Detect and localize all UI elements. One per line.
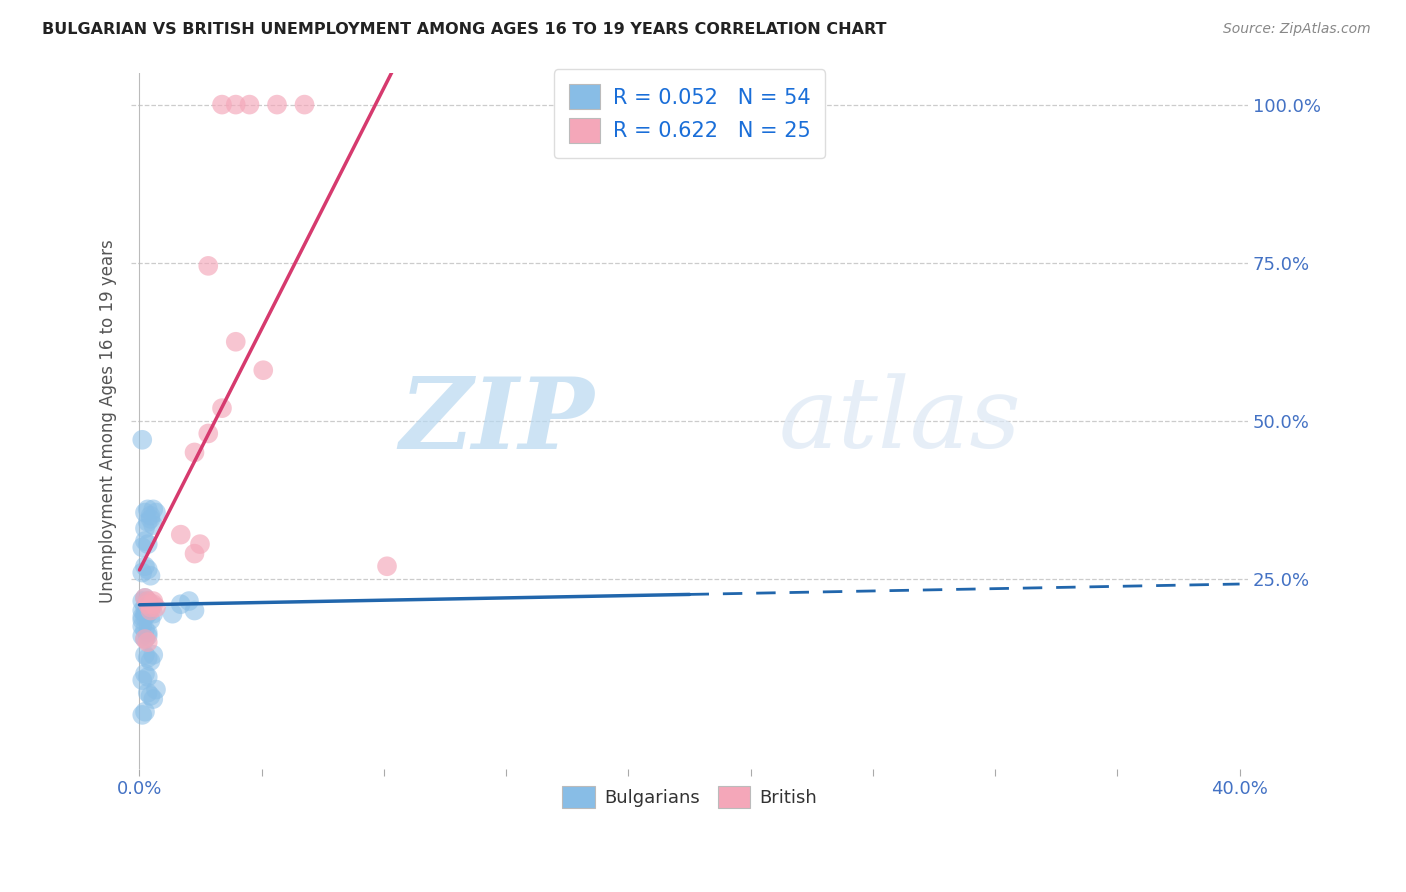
- Point: [131, 619, 153, 633]
- Point: [134, 521, 156, 535]
- Point: [183, 445, 205, 459]
- Point: [136, 603, 159, 617]
- Point: [136, 651, 159, 665]
- Point: [136, 597, 159, 611]
- Point: [136, 625, 159, 640]
- Legend: Bulgarians, British: Bulgarians, British: [555, 779, 824, 815]
- Point: [136, 686, 159, 700]
- Point: [134, 648, 156, 662]
- Point: [136, 629, 159, 643]
- Point: [139, 654, 162, 668]
- Point: [139, 600, 162, 615]
- Point: [131, 610, 153, 624]
- Point: [142, 502, 165, 516]
- Point: [131, 541, 153, 555]
- Point: [131, 673, 153, 687]
- Point: [145, 600, 167, 615]
- Point: [197, 259, 219, 273]
- Point: [139, 597, 162, 611]
- Point: [134, 705, 156, 719]
- Point: [139, 508, 162, 523]
- Point: [197, 426, 219, 441]
- Point: [139, 603, 162, 617]
- Point: [142, 594, 165, 608]
- Text: atlas: atlas: [779, 373, 1022, 468]
- Point: [183, 603, 205, 617]
- Point: [145, 506, 167, 520]
- Point: [142, 648, 165, 662]
- Point: [211, 401, 233, 416]
- Y-axis label: Unemployment Among Ages 16 to 19 years: Unemployment Among Ages 16 to 19 years: [100, 239, 117, 603]
- Point: [162, 607, 184, 621]
- Point: [134, 506, 156, 520]
- Point: [238, 97, 260, 112]
- Point: [131, 613, 153, 627]
- Point: [134, 533, 156, 548]
- Point: [136, 562, 159, 576]
- Point: [142, 692, 165, 706]
- Point: [252, 363, 274, 377]
- Point: [131, 603, 153, 617]
- Point: [136, 594, 159, 608]
- Point: [134, 632, 156, 646]
- Point: [177, 594, 200, 608]
- Point: [134, 632, 156, 646]
- Point: [139, 689, 162, 703]
- Point: [134, 591, 156, 605]
- Point: [134, 559, 156, 574]
- Point: [136, 537, 159, 551]
- Point: [134, 591, 156, 605]
- Point: [183, 547, 205, 561]
- Point: [170, 597, 193, 611]
- Point: [134, 607, 156, 621]
- Point: [142, 597, 165, 611]
- Point: [188, 537, 211, 551]
- Point: [225, 334, 247, 349]
- Point: [136, 594, 159, 608]
- Point: [134, 610, 156, 624]
- Point: [139, 613, 162, 627]
- Point: [136, 502, 159, 516]
- Point: [211, 97, 233, 112]
- Point: [136, 635, 159, 649]
- Point: [131, 433, 153, 447]
- Point: [170, 527, 193, 541]
- Text: ZIP: ZIP: [399, 373, 595, 469]
- Text: BULGARIAN VS BRITISH UNEMPLOYMENT AMONG AGES 16 TO 19 YEARS CORRELATION CHART: BULGARIAN VS BRITISH UNEMPLOYMENT AMONG …: [42, 22, 887, 37]
- Point: [139, 568, 162, 582]
- Point: [139, 512, 162, 526]
- Point: [131, 707, 153, 722]
- Point: [136, 607, 159, 621]
- Point: [294, 97, 316, 112]
- Point: [131, 566, 153, 580]
- Text: Source: ZipAtlas.com: Source: ZipAtlas.com: [1223, 22, 1371, 37]
- Point: [266, 97, 288, 112]
- Point: [134, 600, 156, 615]
- Point: [134, 666, 156, 681]
- Point: [225, 97, 247, 112]
- Point: [136, 670, 159, 684]
- Point: [131, 629, 153, 643]
- Point: [145, 682, 167, 697]
- Point: [142, 518, 165, 533]
- Point: [142, 607, 165, 621]
- Point: [136, 515, 159, 529]
- Point: [131, 594, 153, 608]
- Point: [375, 559, 398, 574]
- Point: [134, 623, 156, 637]
